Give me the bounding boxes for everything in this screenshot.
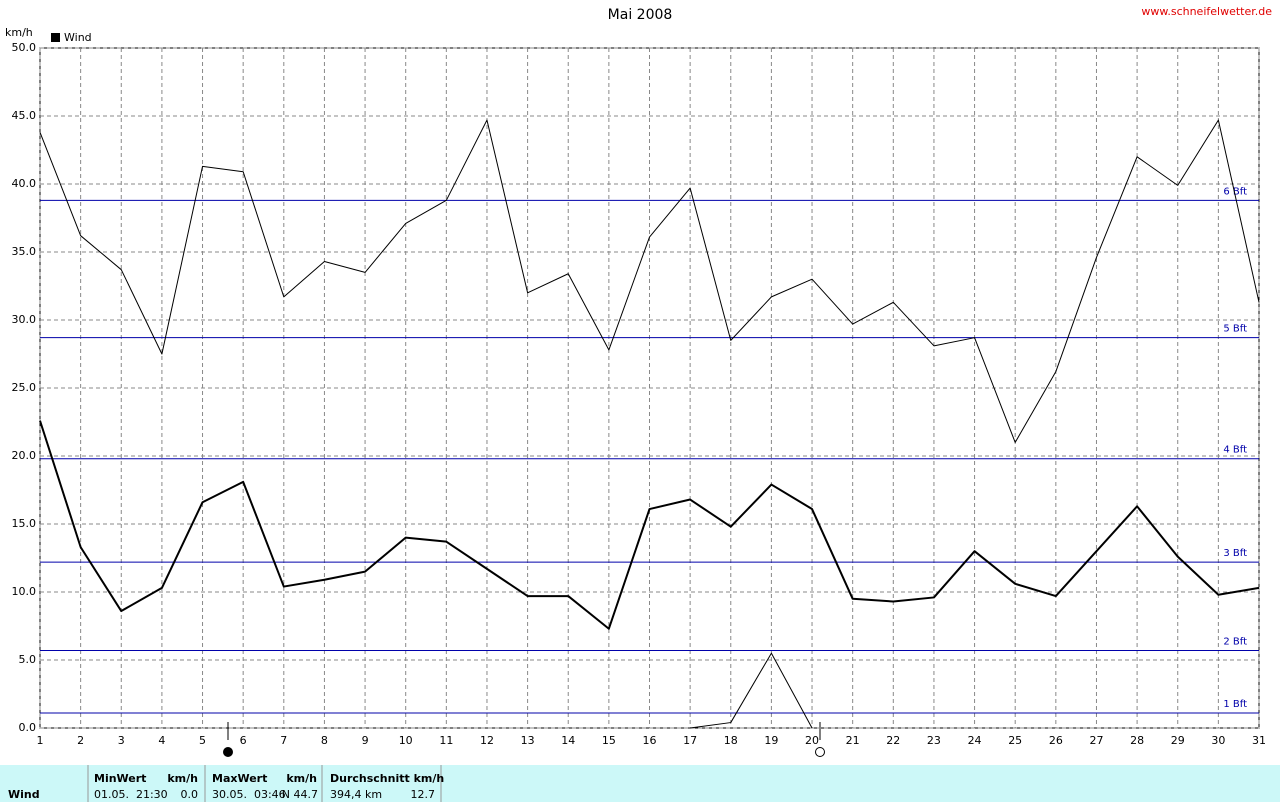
x-tick-label: 3 (118, 734, 125, 747)
x-tick-label: 23 (927, 734, 941, 747)
table-header: km/h (286, 772, 317, 785)
x-tick-label: 1 (37, 734, 44, 747)
beaufort-label: 3 Bft (1223, 548, 1247, 559)
y-tick-label: 30.0 (12, 313, 37, 326)
y-tick-label: 45.0 (12, 109, 37, 122)
x-tick-label: 14 (561, 734, 575, 747)
series-line (39, 420, 1260, 630)
series-line (690, 652, 813, 729)
x-tick-label: 2 (77, 734, 84, 747)
x-tick-label: 5 (199, 734, 206, 747)
x-tick-label: 30 (1211, 734, 1225, 747)
table-header: km/h (167, 772, 198, 785)
x-tick-label: 13 (521, 734, 535, 747)
table-cell: 394,4 km (330, 788, 382, 801)
y-tick-label: 15.0 (12, 517, 37, 530)
table-band (0, 765, 1280, 802)
y-tick-label: 25.0 (12, 381, 37, 394)
legend-label: Wind (64, 31, 92, 44)
series-line (39, 119, 1260, 443)
full-moon (815, 747, 825, 757)
y-tick-label: 5.0 (19, 653, 37, 666)
table-header: Durchschnitt km/h (330, 772, 444, 785)
x-tick-label: 25 (1008, 734, 1022, 747)
x-tick-label: 18 (724, 734, 738, 747)
table-header: MaxWert (212, 772, 267, 785)
legend-swatch (51, 33, 60, 42)
x-tick-label: 26 (1049, 734, 1063, 747)
x-tick-label: 27 (1089, 734, 1103, 747)
x-tick-label: 6 (240, 734, 247, 747)
y-tick-label: 10.0 (12, 585, 37, 598)
x-tick-label: 28 (1130, 734, 1144, 747)
x-tick-label: 12 (480, 734, 494, 747)
beaufort-label: 2 Bft (1223, 636, 1247, 647)
x-tick-label: 19 (764, 734, 778, 747)
x-tick-label: 21 (846, 734, 860, 747)
x-tick-label: 4 (158, 734, 165, 747)
y-tick-label: 0.0 (19, 721, 37, 734)
x-tick-label: 24 (968, 734, 982, 747)
chart-title: Mai 2008 (608, 7, 673, 23)
x-tick-label: 15 (602, 734, 616, 747)
table-cell: 12.7 (411, 788, 436, 801)
x-tick-label: 17 (683, 734, 697, 747)
beaufort-label: 1 Bft (1223, 699, 1247, 710)
table-cell: 30.05. 03:46 (212, 788, 286, 801)
beaufort-label: 6 Bft (1223, 186, 1247, 197)
new-moon (223, 747, 233, 757)
beaufort-label: 5 Bft (1223, 324, 1247, 335)
x-tick-label: 11 (439, 734, 453, 747)
source-link[interactable]: www.schneifelwetter.de (1141, 5, 1272, 18)
y-axis-label: km/h (5, 26, 33, 39)
x-tick-label: 9 (362, 734, 369, 747)
x-tick-label: 31 (1252, 734, 1266, 747)
x-tick-label: 7 (280, 734, 287, 747)
x-tick-label: 29 (1171, 734, 1185, 747)
table-cell: N 44.7 (282, 788, 318, 801)
y-tick-label: 50.0 (12, 41, 37, 54)
beaufort-label: 4 Bft (1223, 445, 1247, 456)
y-tick-label: 35.0 (12, 245, 37, 258)
x-tick-label: 22 (886, 734, 900, 747)
y-tick-label: 40.0 (12, 177, 37, 190)
x-tick-label: 20 (805, 734, 819, 747)
table-cell: 0.0 (181, 788, 199, 801)
table-cell: 01.05. 21:30 (94, 788, 168, 801)
y-tick-label: 20.0 (12, 449, 37, 462)
x-tick-label: 16 (643, 734, 657, 747)
table-row-label: Wind (8, 788, 40, 801)
table-header: MinWert (94, 772, 146, 785)
x-tick-label: 10 (399, 734, 413, 747)
x-tick-label: 8 (321, 734, 328, 747)
